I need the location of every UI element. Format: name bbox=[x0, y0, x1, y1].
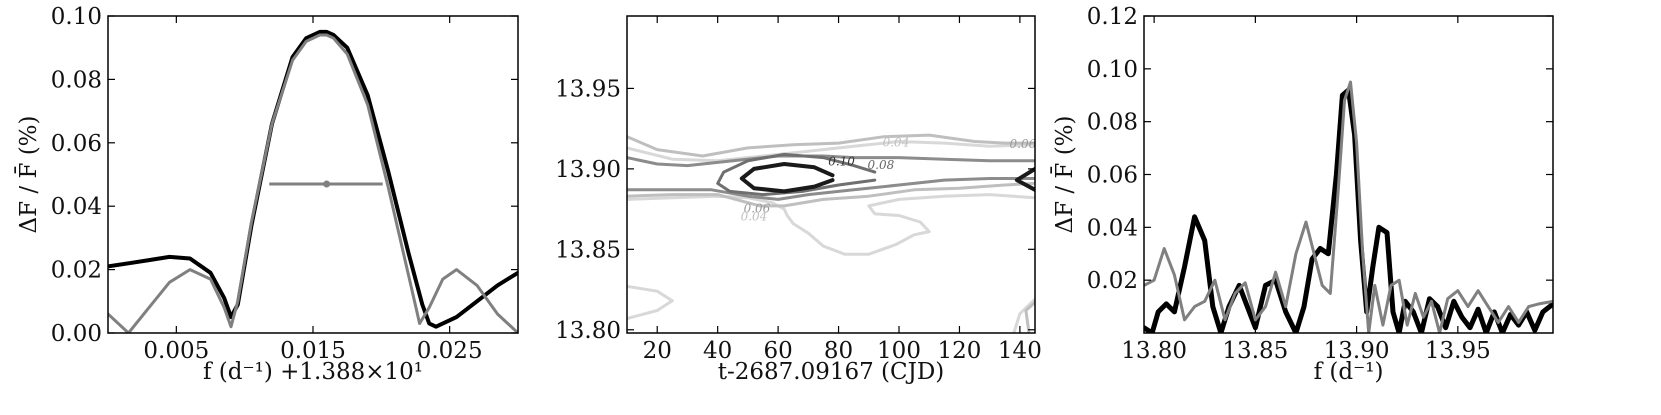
y-tick-label: 13.95 bbox=[555, 76, 621, 102]
x-tick-label: 40 bbox=[703, 338, 732, 364]
panel-peak-zoom: 0.005 0.015 0.025 0.00 0.02 0.04 0.06 0.08 0.10 f… bbox=[15, 4, 519, 385]
contour-line-0.04 bbox=[1024, 300, 1035, 333]
contour-line-0.04 bbox=[627, 133, 1035, 158]
contour-line-0.10 bbox=[739, 162, 835, 194]
x-axis-label: f (d⁻¹) +1.388×10¹ bbox=[203, 359, 423, 385]
contour-line-0.02 bbox=[1012, 297, 1035, 333]
x-axis-label: f (d⁻¹) bbox=[1314, 359, 1384, 385]
x-tick-label: 100 bbox=[877, 338, 921, 364]
y-tick-label: 0.10 bbox=[1087, 57, 1138, 83]
y-tick-label: 0.00 bbox=[51, 321, 102, 347]
contour-line-0.02 bbox=[627, 140, 1035, 163]
contour-line-0.06 bbox=[627, 177, 1035, 201]
contour-label: 0.10 bbox=[828, 155, 855, 169]
contour-line-0.02 bbox=[627, 284, 674, 320]
x-tick-label: 120 bbox=[937, 338, 981, 364]
contour-label: 0.06 bbox=[744, 201, 771, 215]
contour-line-0.02 bbox=[627, 193, 1035, 256]
y-tick-label: 13.90 bbox=[555, 157, 621, 183]
plot-frame bbox=[626, 15, 1036, 334]
plot-area bbox=[1144, 80, 1553, 333]
contour-label: 0.04 bbox=[741, 209, 768, 223]
x-tick-label: 140 bbox=[998, 338, 1042, 364]
series-line-gray bbox=[108, 33, 518, 333]
plot-area bbox=[108, 29, 518, 333]
y-tick-label: 0.02 bbox=[51, 258, 102, 284]
contour-line-0.10 bbox=[1014, 166, 1035, 192]
y-tick-label: 13.85 bbox=[555, 237, 621, 263]
plot-frame bbox=[107, 15, 519, 334]
panel-periodogram: 13.80 13.85 13.90 13.95 0.02 0.04 0.06 0.08 0.10… bbox=[1051, 4, 1554, 385]
contour-label: 0.06 bbox=[1010, 137, 1037, 151]
y-tick-label: 13.80 bbox=[555, 318, 621, 344]
y-tick-label: 0.02 bbox=[1087, 268, 1138, 294]
x-tick-label: 13.95 bbox=[1425, 338, 1491, 364]
y-tick-label: 0.06 bbox=[1087, 163, 1138, 189]
series-line-black bbox=[108, 29, 518, 329]
y-axis-label: ΔF / F̄ (%) bbox=[1051, 115, 1078, 233]
x-tick-label: 13.90 bbox=[1324, 338, 1390, 364]
plot-frame bbox=[1143, 15, 1554, 334]
contour-line-0.04 bbox=[627, 181, 1035, 208]
x-tick-label: 0.005 bbox=[143, 338, 209, 364]
series-line-gray bbox=[1144, 80, 1553, 333]
contour-label: 0.04 bbox=[883, 135, 910, 149]
y-tick-label: 0.06 bbox=[51, 131, 102, 157]
y-tick-label: 0.08 bbox=[51, 67, 102, 93]
y-tick-label: 0.12 bbox=[1087, 4, 1138, 30]
x-axis-label: t-2687.09167 (CJD) bbox=[718, 359, 945, 385]
y-tick-label: 0.10 bbox=[51, 4, 102, 30]
x-tick-label: 80 bbox=[824, 338, 853, 364]
x-tick-label: 20 bbox=[643, 338, 672, 364]
x-tick-label: 13.85 bbox=[1222, 338, 1288, 364]
y-tick-label: 0.04 bbox=[51, 194, 102, 220]
plot-area: 0.10 0.080.040.060.040.06 bbox=[627, 133, 1037, 333]
contour-line-0.06 bbox=[627, 154, 1035, 168]
y-axis-label: ΔF / F̄ (%) bbox=[15, 115, 42, 233]
x-tick-label: 0.015 bbox=[280, 338, 346, 364]
x-tick-label: 0.025 bbox=[417, 338, 483, 364]
x-tick-label: 13.80 bbox=[1121, 338, 1187, 364]
contour-label: 0.08 bbox=[868, 158, 895, 172]
y-tick-label: 0.04 bbox=[1087, 215, 1138, 241]
peak-centre-marker bbox=[323, 180, 331, 188]
contour-line-0.08 bbox=[716, 152, 877, 197]
y-tick-label: 0.08 bbox=[1087, 110, 1138, 136]
x-tick-label: 60 bbox=[763, 338, 792, 364]
